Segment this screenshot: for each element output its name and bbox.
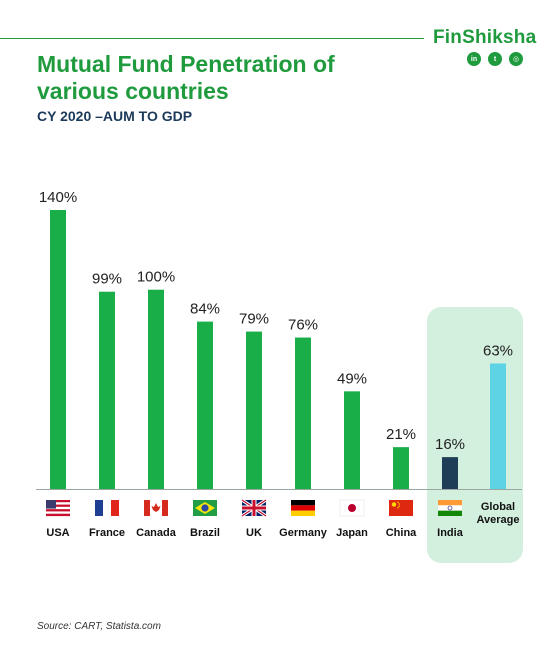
- brazil-flag: [193, 500, 217, 516]
- source-note: Source: CART, Statista.com: [37, 621, 161, 632]
- category-label: Brazil: [190, 527, 220, 539]
- social-links: in t ◎: [467, 52, 523, 66]
- bar-uk: [246, 331, 262, 489]
- header-rule: [0, 38, 424, 39]
- data-label: 21%: [386, 426, 416, 443]
- category-label-line1: Global: [481, 501, 515, 513]
- bar-canada: [148, 289, 164, 489]
- data-label: 16%: [435, 436, 465, 453]
- category-label: Canada: [136, 527, 177, 539]
- bar-india: [442, 457, 458, 489]
- data-label: 76%: [288, 317, 318, 334]
- brand-logo: FinShiksha: [433, 27, 537, 48]
- data-label: 63%: [483, 342, 513, 359]
- category-label-line2: Average: [476, 514, 519, 526]
- germany-flag: [291, 500, 315, 516]
- linkedin-icon[interactable]: in: [467, 52, 481, 66]
- bar-france: [99, 291, 115, 489]
- usa-flag: [46, 500, 70, 517]
- japan-flag: [339, 499, 365, 517]
- category-label: China: [386, 527, 417, 539]
- china-flag: [389, 500, 413, 516]
- india-flag: [438, 500, 462, 516]
- bar-germany: [295, 337, 311, 489]
- bar-japan: [344, 391, 360, 489]
- bar-global-average: [490, 363, 506, 489]
- category-label: France: [89, 527, 125, 539]
- data-label: 49%: [337, 370, 367, 387]
- data-label: 99%: [92, 271, 122, 288]
- data-label: 140%: [39, 189, 77, 206]
- instagram-icon[interactable]: ◎: [509, 52, 523, 66]
- category-label: USA: [46, 527, 69, 539]
- category-label: UK: [246, 527, 262, 539]
- category-label: Japan: [336, 527, 368, 539]
- category-label: India: [437, 527, 464, 539]
- data-label: 84%: [190, 301, 220, 318]
- data-label: 100%: [137, 269, 175, 286]
- twitter-icon[interactable]: t: [488, 52, 502, 66]
- canada-flag: [144, 500, 168, 516]
- bar-usa: [50, 210, 66, 489]
- bar-brazil: [197, 321, 213, 489]
- bar-china: [393, 447, 409, 489]
- category-label: Germany: [279, 527, 328, 539]
- uk-flag: [241, 498, 267, 518]
- data-label: 79%: [239, 311, 269, 328]
- chart-title: Mutual Fund Penetration of various count…: [37, 51, 335, 104]
- chart-subtitle: CY 2020 –AUM TO GDP: [37, 108, 193, 124]
- france-flag: [95, 500, 119, 516]
- highlight-panel: [427, 307, 523, 563]
